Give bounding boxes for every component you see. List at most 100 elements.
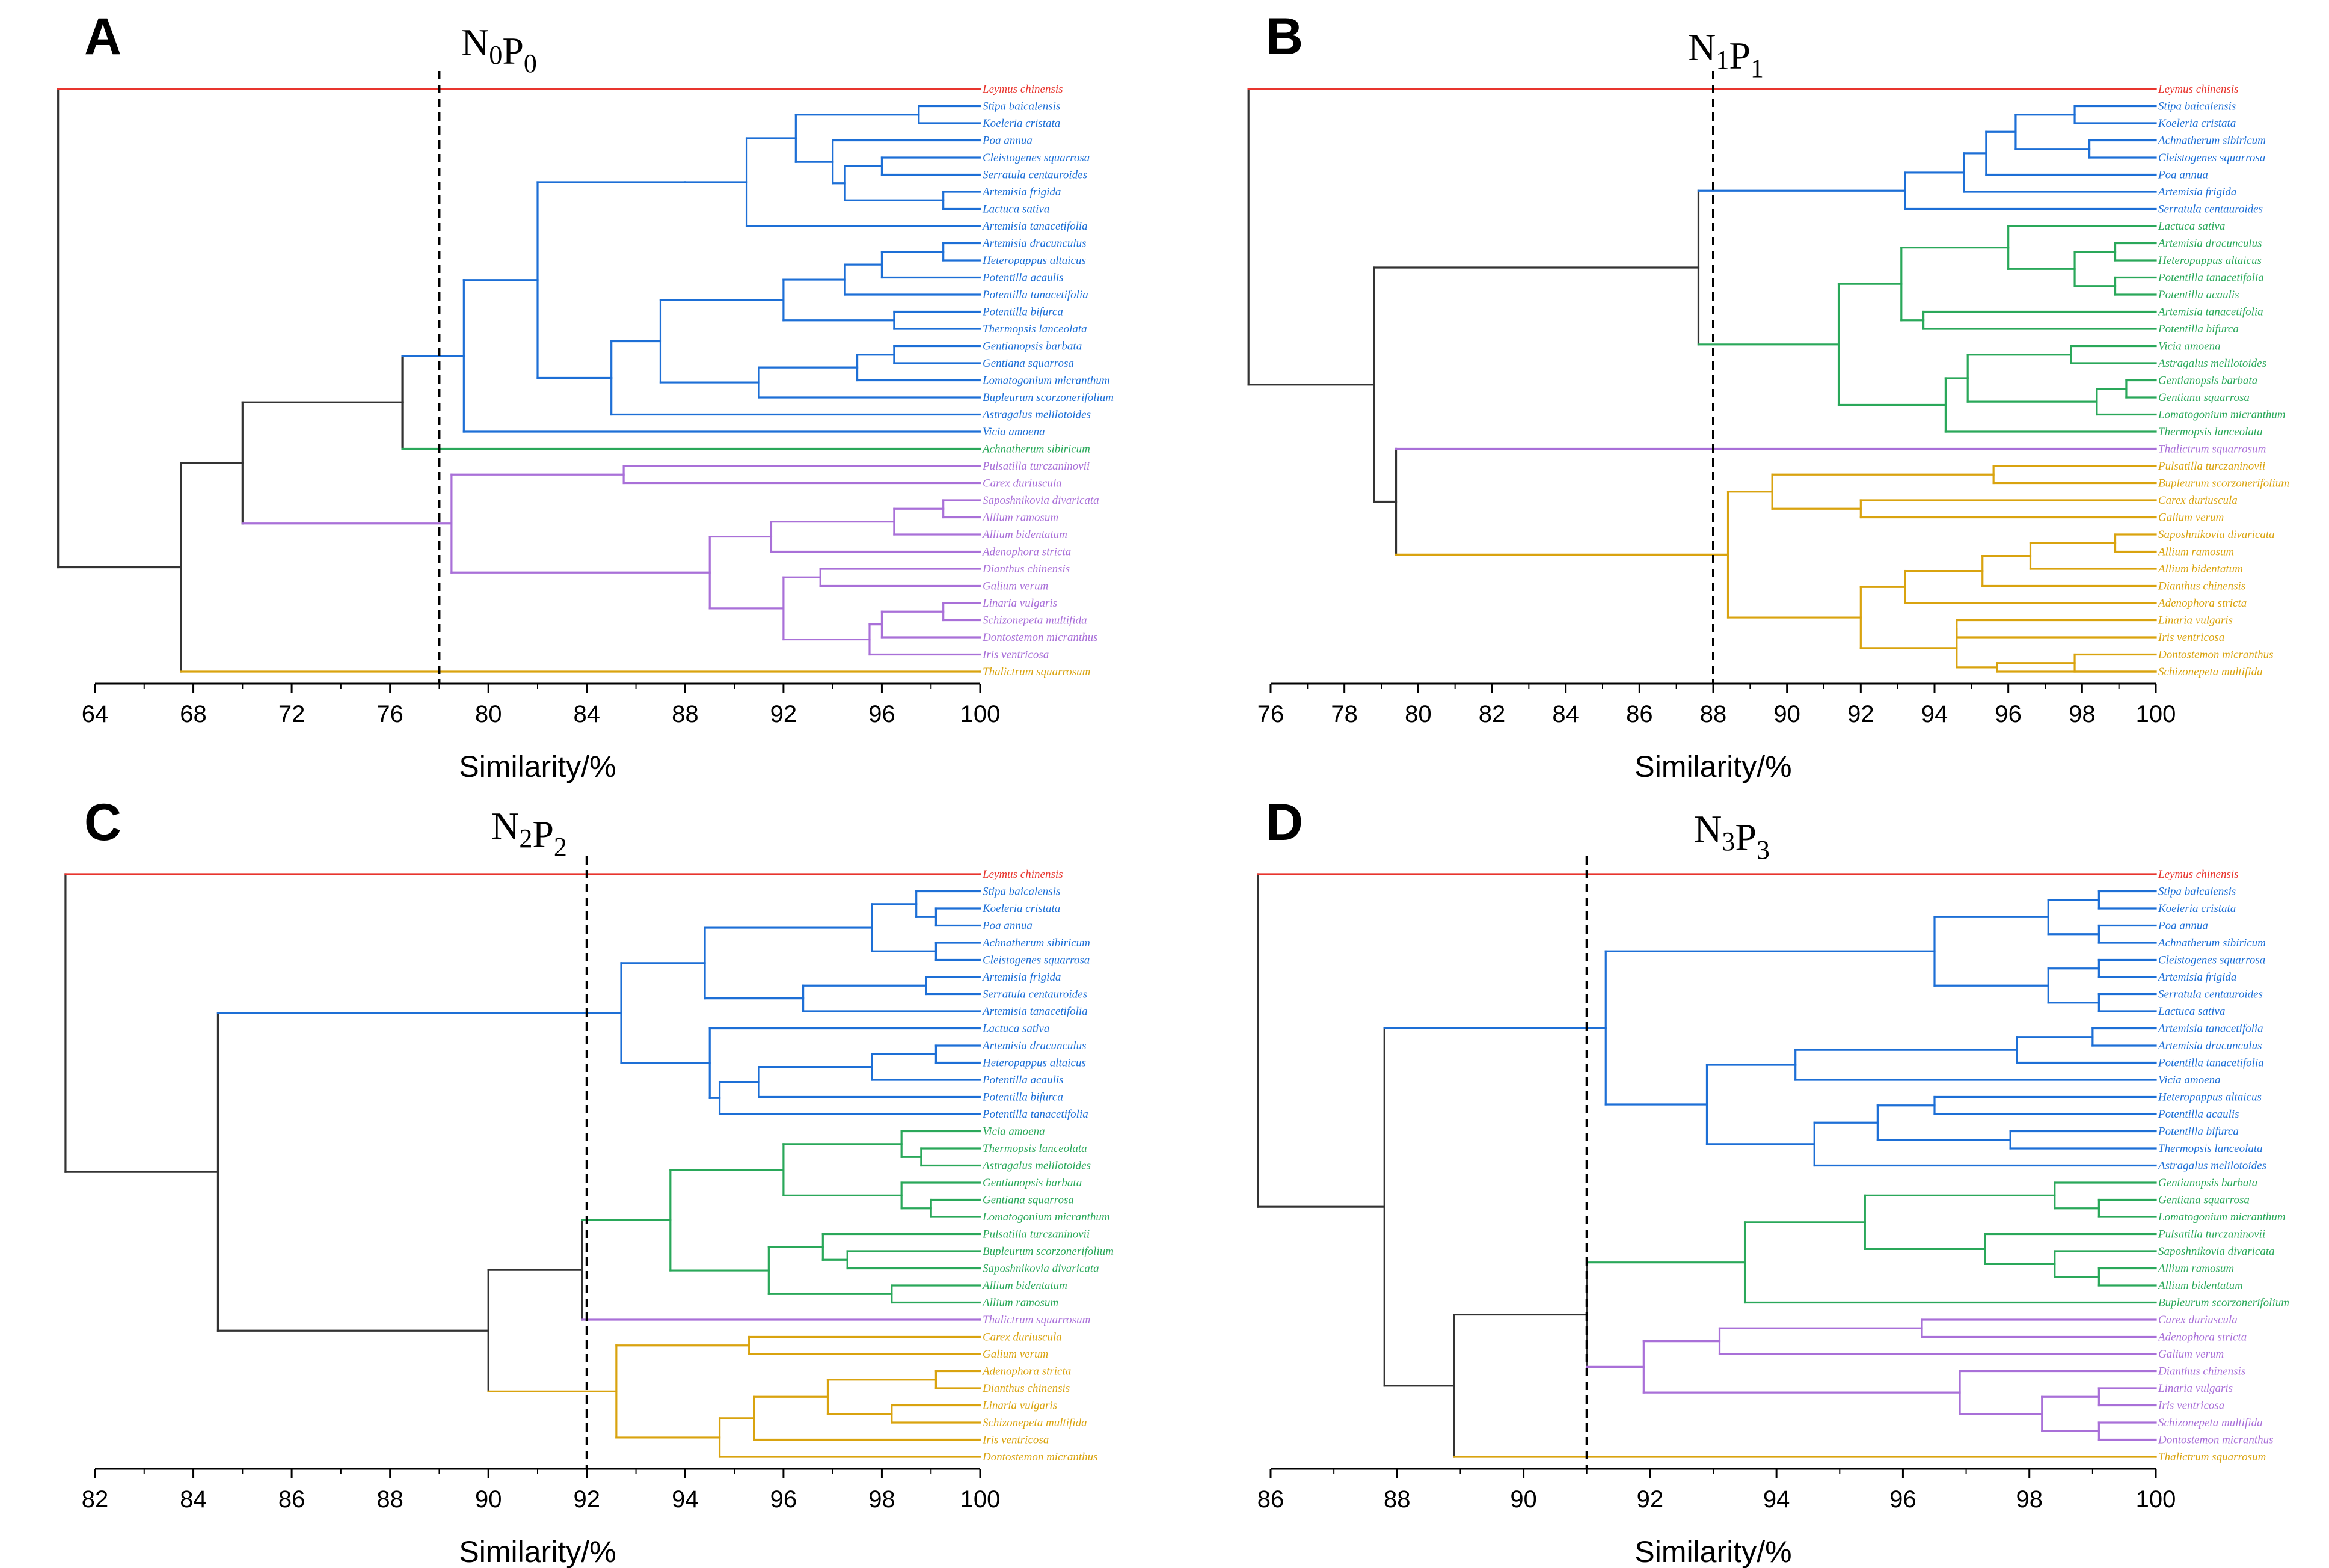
x-tick-label: 84 [1552,701,1579,727]
title-base: N [1694,807,1722,850]
x-tick-label: 64 [82,701,109,727]
leaf-label: Astragalus melilotoides [981,409,1091,421]
leaf-label: Vicia amoena [983,1125,1045,1138]
leaf-label: Poa annua [982,135,1033,147]
leaf-label: Bupleurum scorzonerifolium [2158,477,2289,490]
x-tick-label: 68 [180,701,207,727]
leaf-label: Allium ramosum [981,1297,1058,1309]
leaf-label: Stipa baicalensis [983,100,1060,113]
leaf-label: Thalictrum squarrosum [983,1314,1090,1326]
dendrogram-branches [64,873,981,1458]
leaf-label: Achnatherum sibiricum [2157,135,2266,147]
leaf-label: Bupleurum scorzonerifolium [983,1245,1114,1258]
leaf-label: Lomatogonium micranthum [2158,1211,2286,1223]
leaf-label: Pulsatilla turczaninovii [2158,460,2265,473]
leaf-label: Carex duriuscula [2158,494,2238,507]
leaf-label: Allium ramosum [2157,546,2234,559]
x-tick-label: 80 [1405,701,1432,727]
leaf-label: Thalictrum squarrosum [983,666,1090,678]
leaf-label: Lomatogonium micranthum [982,1211,1110,1223]
leaf-label: Gentiana squarrosa [2158,1194,2250,1207]
x-tick-label: 100 [960,1486,1001,1513]
title-subscript: 3 [1757,835,1770,865]
x-tick-label: 80 [475,701,502,727]
x-tick-label: 82 [82,1486,109,1513]
leaf-label: Artemisia frigida [981,971,1061,984]
x-tick-label: 98 [2069,701,2096,727]
panel-title: N3P3 [1694,807,1770,865]
leaf-label: Gentiana squarrosa [2158,391,2250,404]
leaf-label: Saposhnikovia divaricata [983,1263,1099,1275]
leaf-label: Thermopsis lanceolata [2158,426,2263,438]
leaf-label: Stipa baicalensis [2158,100,2236,113]
leaf-label: Allium bidentatum [2157,1279,2243,1292]
leaf-label: Adenophora stricta [2157,1331,2247,1344]
leaf-label: Bupleurum scorzonerifolium [2158,1297,2289,1309]
leaf-label: Lactuca sativa [982,1023,1049,1035]
leaf-label: Heteropappus altaicus [2158,1091,2262,1104]
x-tick-label: 88 [1700,701,1727,727]
title-base: P [502,29,524,72]
x-axis: 76 78 80 82 84 86 88 90 92 94 96 98 100 Similarity/% [1257,682,2176,783]
leaf-label: Achnatherum sibiricum [2157,937,2266,949]
leaf-label: Potentilla bifurca [982,1091,1063,1104]
dendrogram-branches [1257,873,2157,1458]
panel-letter: D [1266,794,1303,851]
leaf-label: Dianthus chinensis [2158,1365,2245,1378]
x-tick-label: 94 [1921,701,1948,727]
x-tick-label: 88 [672,701,699,727]
panel-title: N2P2 [491,804,567,862]
title-base: N [461,21,489,64]
leaf-label: Dontostemon micranthus [982,631,1098,644]
leaf-label: Thalictrum squarrosum [2158,443,2266,456]
leaf-label: Artemisia frigida [981,186,1061,198]
title-subscript: 0 [489,40,502,70]
x-axis: 82 84 86 88 90 92 94 96 98 100 Similarity/% [82,1468,1001,1568]
leaf-labels: Leymus chinensis Stipa baicalensis Koeleri… [2157,868,2289,1463]
leaf-label: Potentilla tanacetifolia [982,289,1088,301]
leaf-label: Thermopsis lanceolata [2158,1142,2263,1155]
leaf-label: Galium verum [2158,1348,2224,1361]
leaf-label: Pulsatilla turczaninovii [982,460,1090,473]
x-tick-label: 92 [574,1486,601,1513]
leaf-label: Lactuca sativa [2158,1005,2225,1018]
title-base: P [1729,34,1751,77]
title-subscript: 1 [1751,54,1764,83]
leaf-label: Adenophora stricta [981,1365,1071,1378]
x-tick-label: 84 [574,701,601,727]
x-tick-label: 98 [2016,1486,2043,1513]
leaf-label: Schizonepeta multifida [2158,666,2263,678]
title-base: N [491,804,519,847]
leaf-label: Linaria vulgaris [2158,1382,2233,1395]
leaf-label: Dontostemon micranthus [2158,1434,2274,1447]
leaf-label: Heteropappus altaicus [982,254,1086,267]
x-tick-label: 90 [1773,701,1800,727]
dendrogram-branches [57,88,981,673]
leaf-label: Schizonepeta multifida [983,614,1087,627]
leaf-label: Stipa baicalensis [2158,886,2236,898]
leaf-label: Galium verum [2158,512,2224,524]
leaf-label: Iris ventricosa [982,649,1049,661]
leaf-label: Thermopsis lanceolata [983,323,1087,335]
leaf-label: Artemisia tanacetifolia [2157,1023,2263,1035]
leaf-label: Cleistogenes squarrosa [2158,954,2265,967]
x-tick-label: 92 [1847,701,1874,727]
leaf-label: Schizonepeta multifida [2158,1416,2263,1429]
leaf-label: Koeleria cristata [2158,117,2236,130]
leaf-label: Dianthus chinensis [982,1382,1070,1395]
leaf-label: Lactuca sativa [982,203,1049,216]
panel-letter: A [84,8,121,66]
title-subscript: 3 [1722,827,1735,856]
x-tick-label: 94 [672,1486,699,1513]
title-subscript: 1 [1716,45,1729,75]
x-tick-label: 90 [1510,1486,1537,1513]
title-subscript: 2 [554,832,567,862]
leaf-label: Serratula centauroides [983,988,1087,1001]
leaf-labels: Leymus chinensis Stipa baicalensis Koeleri… [2157,83,2289,678]
leaf-label: Cleistogenes squarrosa [983,152,1090,164]
leaf-label: Saposhnikovia divaricata [983,494,1099,507]
leaf-label: Astragalus melilotoides [2157,357,2266,370]
leaf-label: Artemisia frigida [2157,186,2236,198]
